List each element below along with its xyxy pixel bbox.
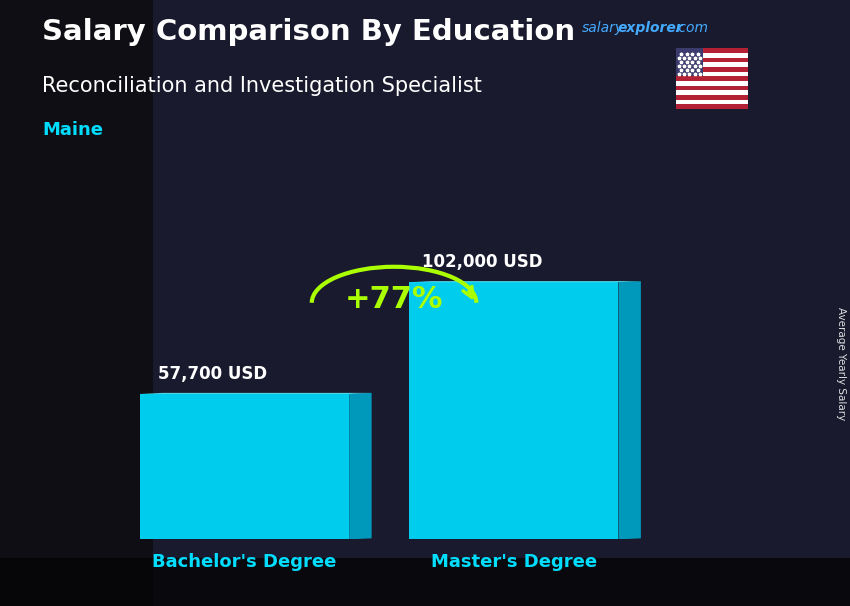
Text: .com: .com: [674, 21, 708, 35]
Bar: [409, 282, 619, 539]
Bar: [676, 58, 748, 62]
Bar: [676, 95, 748, 100]
Text: Salary Comparison By Education: Salary Comparison By Education: [42, 18, 575, 46]
Bar: [676, 81, 748, 86]
Text: Maine: Maine: [42, 121, 104, 139]
Bar: [676, 48, 703, 76]
Text: +77%: +77%: [345, 285, 444, 314]
Polygon shape: [349, 393, 371, 539]
Text: Average Yearly Salary: Average Yearly Salary: [836, 307, 846, 420]
Bar: [676, 72, 748, 76]
Bar: [676, 48, 748, 53]
Text: explorer: explorer: [618, 21, 683, 35]
Bar: [139, 394, 349, 539]
Bar: [0, 0, 153, 606]
Polygon shape: [409, 281, 641, 282]
Bar: [676, 90, 748, 95]
Polygon shape: [139, 393, 371, 394]
Polygon shape: [619, 281, 641, 539]
Text: salary: salary: [582, 21, 625, 35]
Bar: [676, 86, 748, 90]
Text: 102,000 USD: 102,000 USD: [422, 253, 542, 271]
Bar: [676, 100, 748, 104]
Bar: [0, 558, 850, 606]
Bar: [676, 53, 748, 58]
Bar: [676, 67, 748, 72]
Bar: [676, 104, 748, 109]
Bar: [676, 76, 748, 81]
Text: Reconciliation and Investigation Specialist: Reconciliation and Investigation Special…: [42, 76, 483, 96]
Text: 57,700 USD: 57,700 USD: [158, 365, 268, 383]
Bar: [676, 62, 748, 67]
